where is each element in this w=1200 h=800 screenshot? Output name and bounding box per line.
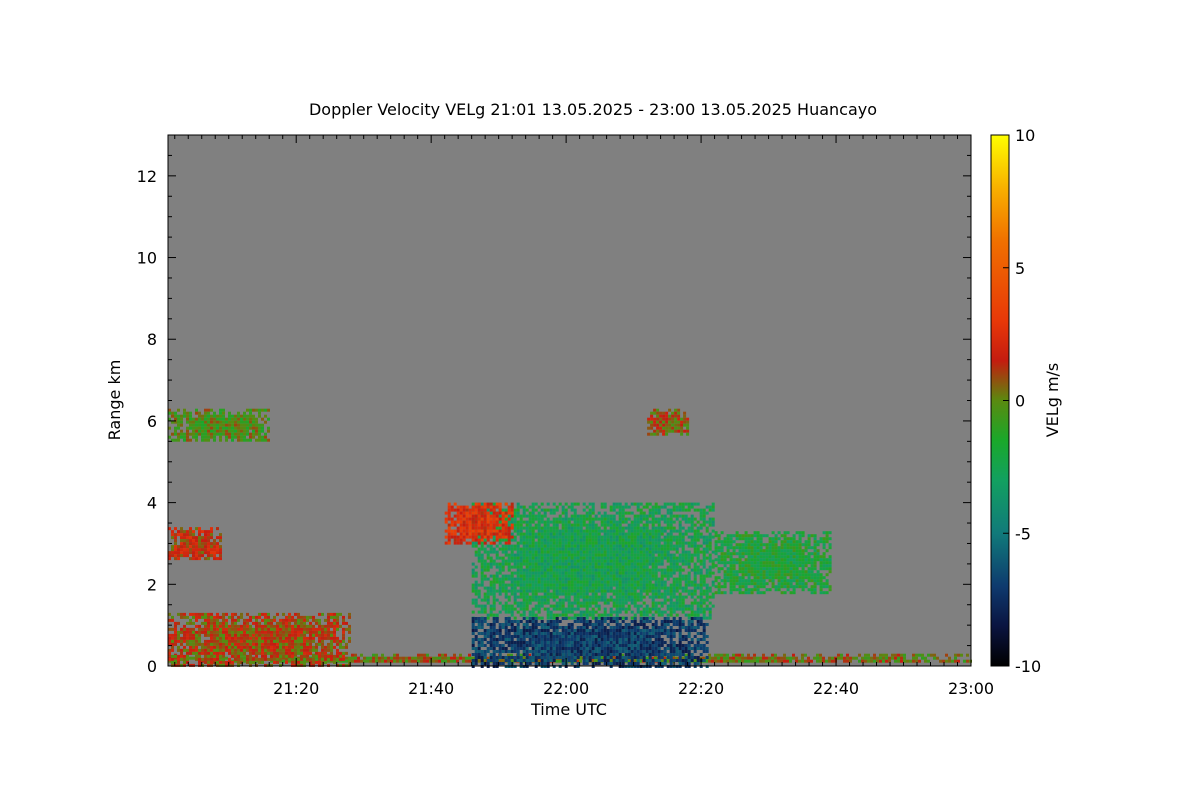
echo-region-upper-layer-mid bbox=[647, 408, 690, 436]
colorbar-tick-label: 0 bbox=[1015, 392, 1025, 411]
echo-region-precipitation-shaft bbox=[471, 617, 709, 668]
echo-layer bbox=[168, 408, 972, 668]
plot-area bbox=[167, 134, 972, 668]
echo-region-boundary-layer-early bbox=[168, 612, 351, 667]
y-axis-label: Range km bbox=[105, 360, 124, 441]
chart-title: Doppler Velocity VELg 21:01 13.05.2025 -… bbox=[309, 100, 877, 119]
x-axis: 21:20 21:40 22:00 22:20 22:40 23:00 bbox=[174, 135, 994, 698]
x-tick-label: 21:20 bbox=[273, 679, 319, 698]
y-tick-label: 6 bbox=[147, 412, 157, 431]
colorbar-ticks: 10 5 0 -5 -10 bbox=[1003, 126, 1041, 676]
echo-region-upper-layer-left bbox=[168, 408, 270, 442]
x-tick-label: 21:40 bbox=[408, 679, 454, 698]
x-tick-label: 22:40 bbox=[813, 679, 859, 698]
echo-region-convective-cloud-edge-red bbox=[444, 502, 514, 545]
colorbar-tick-label: 10 bbox=[1015, 126, 1035, 145]
colorbar-tick-label: -10 bbox=[1015, 657, 1041, 676]
y-tick-label: 8 bbox=[147, 330, 157, 349]
y-tick-label: 4 bbox=[147, 494, 157, 513]
x-axis-label: Time UTC bbox=[530, 700, 607, 719]
colorbar-tick-label: -5 bbox=[1015, 524, 1031, 543]
y-tick-label: 10 bbox=[137, 249, 157, 268]
y-tick-label: 0 bbox=[147, 657, 157, 676]
x-tick-label: 23:00 bbox=[948, 679, 994, 698]
y-axis: 0 2 4 6 8 10 12 bbox=[137, 134, 971, 676]
x-tick-label: 22:00 bbox=[543, 679, 589, 698]
y-tick-label: 12 bbox=[137, 167, 157, 186]
colorbar-tick-label: 5 bbox=[1015, 259, 1025, 278]
y-tick-label: 2 bbox=[147, 575, 157, 594]
colorbar-label: VELg m/s bbox=[1043, 363, 1062, 438]
echo-region-anvil-extension bbox=[714, 531, 832, 595]
colorbar: 10 5 0 -5 -10 VELg m/s bbox=[990, 126, 1062, 676]
x-tick-label: 22:20 bbox=[678, 679, 724, 698]
echo-region-mid-cloud-left bbox=[168, 527, 222, 561]
